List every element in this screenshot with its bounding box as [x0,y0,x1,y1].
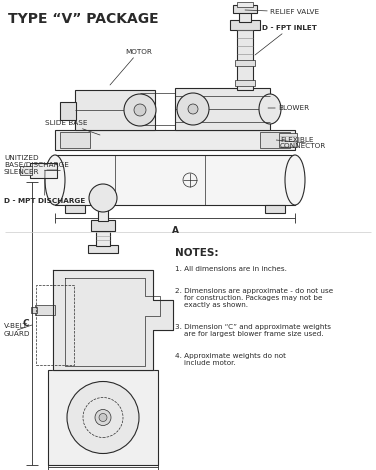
Polygon shape [53,270,173,370]
Ellipse shape [285,155,305,205]
Ellipse shape [45,155,65,205]
Bar [239,10,251,22]
Bar [260,132,290,148]
Text: V-BELT
GUARD: V-BELT GUARD [4,323,32,337]
Text: UNITIZED
BASE/DISCHARGE
SILENCER: UNITIZED BASE/DISCHARGE SILENCER [4,155,69,175]
Text: FLEXIBLE
CONNECTOR: FLEXIBLE CONNECTOR [280,136,326,149]
Bar [65,205,85,213]
Bar [235,60,255,66]
Bar [96,230,110,246]
Bar [60,132,90,148]
Circle shape [99,414,107,422]
Bar [235,80,255,86]
Bar [265,205,285,213]
Circle shape [95,409,111,425]
Bar [88,245,118,253]
Text: C: C [23,319,29,328]
Bar [55,155,295,205]
Bar [230,20,260,30]
Text: NOTES:: NOTES: [175,248,218,258]
Text: 2. Dimensions are approximate - do not use
    for construction. Packages may no: 2. Dimensions are approximate - do not u… [175,288,333,308]
Bar [31,307,37,313]
Bar [35,305,55,315]
Text: D - FPT INLET: D - FPT INLET [255,25,317,55]
Circle shape [177,93,209,125]
Bar [279,133,297,147]
Text: 1. All dimensions are in inches.: 1. All dimensions are in inches. [175,266,287,272]
Bar [237,25,253,90]
Bar [55,130,295,150]
Text: MOTOR: MOTOR [110,49,152,85]
Circle shape [134,104,146,116]
Circle shape [89,184,117,212]
Bar [91,220,115,231]
Bar [36,285,74,365]
Text: 4. Approximate weights do not
    include motor.: 4. Approximate weights do not include mo… [175,353,286,366]
Text: A: A [171,226,179,235]
Text: D - MPT DISCHARGE: D - MPT DISCHARGE [4,170,85,204]
Text: RELIEF VALVE: RELIEF VALVE [245,9,319,15]
Bar [237,2,253,7]
Bar [20,166,32,175]
Text: BLOWER: BLOWER [268,105,309,111]
Bar [75,90,155,130]
Bar [60,102,76,120]
Circle shape [188,104,198,114]
Circle shape [67,382,139,454]
Bar [233,5,257,13]
Bar [98,208,108,221]
Bar [48,370,158,465]
Text: SLIDE BASE: SLIDE BASE [45,120,100,135]
Text: TYPE “V” PACKAGE: TYPE “V” PACKAGE [8,12,159,26]
Ellipse shape [259,94,281,124]
Bar [30,163,57,178]
Bar [175,88,270,130]
Circle shape [124,94,156,126]
Text: 3. Dimension “C” and approximate weights
    are for largest blower frame size u: 3. Dimension “C” and approximate weights… [175,324,331,337]
